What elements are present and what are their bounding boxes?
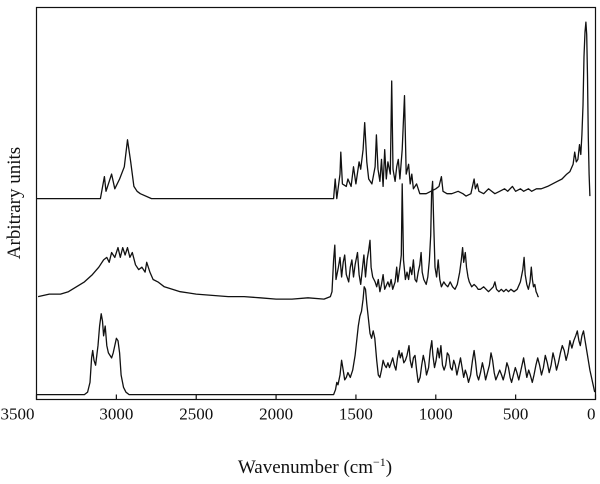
spectrum-line-1 bbox=[36, 21, 591, 200]
plot-frame bbox=[35, 6, 597, 401]
x-tick-label: 1000 bbox=[419, 405, 453, 424]
x-tick-label: 3000 bbox=[99, 405, 133, 424]
x-axis-ticks bbox=[35, 394, 597, 400]
spectrum-line-2 bbox=[37, 180, 539, 300]
y-axis-title: Arbitrary units bbox=[4, 147, 25, 259]
x-tick-label: 0 bbox=[587, 405, 596, 424]
x-axis-tick-labels: 3500 3000 2500 2000 1500 1000 500 0 bbox=[1, 405, 596, 424]
x-axis-title: Wavenumber (cm−1) bbox=[238, 455, 392, 478]
x-tick-label: 3500 bbox=[1, 405, 35, 424]
spectra-series bbox=[36, 21, 596, 396]
x-tick-label: 2000 bbox=[259, 405, 293, 424]
x-tick-label: 500 bbox=[503, 405, 529, 424]
x-tick-label: 2500 bbox=[179, 405, 213, 424]
spectrum-line-3 bbox=[36, 286, 596, 396]
x-tick-label: 1500 bbox=[339, 405, 373, 424]
